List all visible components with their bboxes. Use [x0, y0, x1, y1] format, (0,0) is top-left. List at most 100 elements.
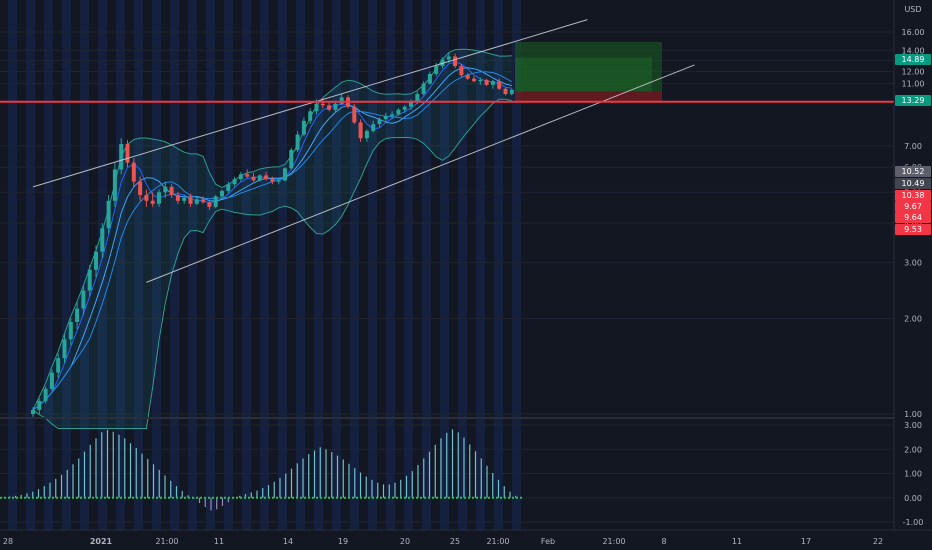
candle	[194, 199, 199, 204]
session-band	[188, 0, 197, 530]
candlestick-series	[31, 52, 514, 417]
candle	[264, 175, 269, 180]
price-badge-label: 10.38	[902, 191, 925, 200]
price-badges: 14.89 13.29 10.52 10.49 10.38 9.67 9.64 9.53	[895, 54, 931, 235]
session-band	[278, 0, 287, 530]
candle	[245, 174, 250, 177]
session-band	[152, 0, 161, 530]
session-band	[62, 0, 71, 530]
price-badge-label: 10.49	[902, 179, 925, 188]
candle	[472, 78, 476, 82]
candle	[251, 176, 256, 181]
candle	[371, 124, 376, 131]
time-tick-label: 20	[400, 537, 410, 546]
candle	[427, 73, 432, 84]
bollinger-lower	[32, 98, 512, 429]
candle	[257, 175, 262, 181]
price-tick-label: 3.00	[904, 259, 922, 268]
candle	[270, 179, 275, 182]
candle	[188, 197, 193, 204]
candle	[163, 186, 168, 193]
profit-zone[interactable]	[515, 41, 662, 92]
profit-zone-inner[interactable]	[515, 57, 652, 92]
candle	[377, 119, 382, 125]
candle	[453, 56, 458, 67]
price-tick-label: 7.00	[904, 142, 922, 151]
candle	[421, 83, 426, 95]
candle	[238, 174, 243, 180]
candle	[43, 388, 48, 401]
oscillator-tick-label: 3.00	[904, 421, 922, 430]
stop-zone[interactable]	[515, 91, 662, 102]
candle	[484, 79, 489, 85]
time-tick-label: 11	[732, 537, 742, 546]
candle	[358, 122, 363, 139]
session-band	[224, 0, 233, 530]
price-tick-label: 4.00	[904, 219, 922, 228]
candle	[207, 202, 212, 207]
session-band	[8, 0, 17, 530]
candle	[125, 143, 130, 163]
time-tick-label: 21:00	[155, 537, 178, 546]
candle	[283, 168, 287, 181]
session-band	[350, 0, 359, 530]
time-scale-background[interactable]	[0, 530, 932, 550]
time-tick-label: 8	[661, 537, 666, 546]
candle	[75, 308, 80, 322]
candle	[87, 269, 92, 291]
candle	[157, 192, 161, 204]
price-badge-label: 9.64	[904, 213, 922, 222]
session-band	[386, 0, 395, 530]
time-tick-label: 14	[283, 537, 293, 546]
bollinger-fill	[33, 49, 512, 429]
price-badge-label: 9.53	[904, 225, 922, 234]
price-tick-label: 11.00	[902, 80, 925, 89]
candle	[415, 94, 420, 103]
candle	[503, 88, 508, 95]
candle	[100, 228, 105, 252]
oscillator-tick-label: -1.00	[903, 518, 924, 527]
price-badge-label: 13.29	[902, 96, 925, 105]
candle	[201, 199, 206, 203]
candle	[327, 105, 332, 110]
candle	[119, 143, 124, 170]
time-tick-label: 11	[214, 537, 224, 546]
session-band	[26, 0, 35, 530]
session-band	[458, 0, 467, 530]
session-band	[296, 0, 305, 530]
trendline-drawings[interactable]	[0, 19, 894, 283]
candle	[364, 130, 369, 139]
oscillator-tick-label: 0.00	[904, 494, 922, 503]
price-badge	[895, 178, 931, 189]
candle	[106, 200, 111, 229]
price-badge	[895, 212, 931, 223]
candle	[440, 59, 445, 67]
price-scale-background[interactable]	[894, 0, 932, 530]
candle	[144, 195, 149, 201]
price-badge	[895, 54, 931, 65]
long-position-tool[interactable]	[515, 41, 662, 102]
time-axis[interactable]: 28 2021 21:00 11 14 19 20 25 21:00 Feb 21:00 8 11 17 2…	[3, 537, 883, 546]
candle	[320, 103, 325, 106]
price-tick-label: 12.00	[902, 68, 925, 77]
candle	[459, 66, 464, 76]
session-band	[314, 0, 323, 530]
candle	[465, 75, 470, 79]
price-tick-label: 2.00	[904, 315, 922, 324]
candle	[402, 106, 407, 110]
candle	[182, 197, 187, 201]
time-tick-label: 21:00	[602, 537, 625, 546]
channel-upper-line[interactable]	[32, 19, 588, 188]
candle	[62, 339, 67, 359]
price-badge	[895, 166, 931, 177]
candle	[94, 251, 98, 270]
candle	[333, 103, 338, 110]
oscillator-axis[interactable]: 3.00 2.00 1.00 0.00 -1.00	[903, 421, 924, 527]
time-tick-label: 2021	[90, 537, 113, 546]
candle	[31, 409, 35, 414]
session-band	[332, 0, 341, 530]
price-badge-label: 10.52	[902, 167, 925, 176]
candle	[131, 162, 136, 182]
